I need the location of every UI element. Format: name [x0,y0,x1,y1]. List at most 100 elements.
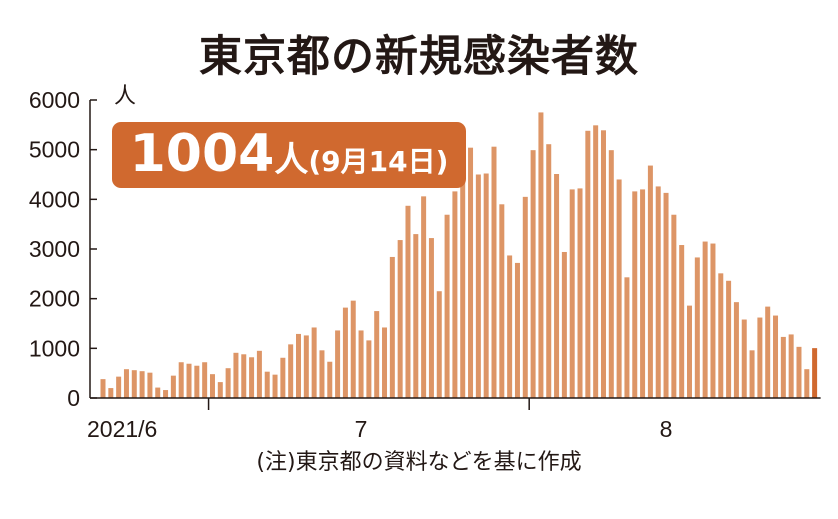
bar [170,375,176,398]
x-tick-label: 2021/6 [87,416,157,442]
bar [561,251,567,398]
bar [272,374,278,398]
bar [155,387,161,398]
y-tick-label: 0 [67,385,80,411]
bar [554,174,560,398]
bar [452,191,458,398]
bar [358,330,364,398]
bar [702,241,708,398]
bar [608,150,614,398]
bar [804,369,810,398]
bar [444,214,450,398]
bar [163,390,169,398]
bar [374,311,380,398]
bar [139,371,145,398]
bar [600,130,606,399]
bar [483,173,489,398]
callout-unit: 人 [274,140,309,180]
y-tick-label: 5000 [29,137,80,163]
y-tick-label: 3000 [29,236,80,262]
bar [256,350,262,398]
bar [319,350,325,398]
bar [780,336,786,398]
bar [366,340,372,398]
bar [522,196,528,398]
bar [733,302,739,398]
bar [405,205,411,398]
bar [640,189,646,398]
bar [765,306,771,398]
bar [217,382,223,398]
bar [726,280,732,398]
chart-title: 東京都の新規感染者数 [199,32,639,82]
bar [694,257,700,398]
bar [538,112,544,399]
bar [647,165,653,398]
bar [655,186,661,398]
bar [718,273,724,398]
bar [585,130,591,399]
bar [788,334,794,398]
y-tick-label: 1000 [29,335,80,361]
x-tick-label: 7 [355,416,368,442]
bar [475,174,481,398]
bar [632,191,638,398]
y-tick-label: 4000 [29,186,80,212]
bar [116,376,122,398]
bar [264,371,270,398]
bar [671,214,677,398]
bar [131,370,137,398]
bar [350,300,356,398]
bar [679,245,685,398]
bar [382,327,388,398]
bar [342,307,348,398]
source-note: (注)東京都の資料などを基に作成 [256,450,582,475]
x-tick-label: 8 [660,416,673,442]
bar [280,357,286,398]
bar [757,317,763,398]
bar [303,335,309,398]
bar [249,357,255,398]
bar [436,291,442,398]
bar [335,330,341,398]
bar [514,262,520,398]
bar [616,179,622,398]
bar [108,388,114,398]
y-tick-label: 2000 [29,286,80,312]
bar [413,234,419,398]
bar [296,333,301,398]
latest-value-callout: 1004 人 (9月14日) [112,122,466,188]
bar [123,369,129,398]
bar [311,327,317,398]
bar [389,256,395,398]
bar [530,150,536,398]
bar [468,147,474,398]
bar [288,344,294,398]
bar [397,240,403,398]
callout-value: 1004 [129,124,275,184]
bar-latest [812,348,818,398]
bar [100,379,106,398]
bar [460,164,466,398]
bar [687,305,692,398]
bar [663,192,669,398]
callout-date: (9月14日) [308,145,449,178]
bar [593,125,599,398]
bar [421,196,427,398]
bar [624,277,630,398]
bar [577,188,583,398]
bar [773,315,779,398]
bar [233,352,239,398]
bar [749,350,755,398]
bar [194,365,200,398]
bar [499,204,505,398]
bar [241,354,247,398]
bars-group [100,112,818,399]
bar [569,189,575,398]
y-tick-label: 6000 [29,87,80,113]
bar [327,361,333,398]
bar [178,362,184,398]
bar [710,243,716,398]
